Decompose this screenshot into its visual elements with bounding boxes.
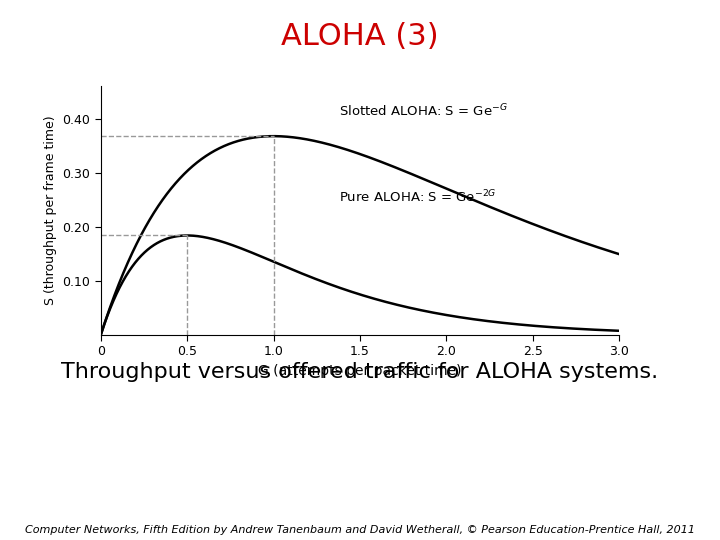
Text: Slotted ALOHA: S = Ge$^{-G}$: Slotted ALOHA: S = Ge$^{-G}$ xyxy=(339,103,508,119)
Text: Computer Networks, Fifth Edition by Andrew Tanenbaum and David Wetherall, © Pear: Computer Networks, Fifth Edition by Andr… xyxy=(25,524,695,535)
Text: ALOHA (3): ALOHA (3) xyxy=(282,22,438,51)
X-axis label: G (attempts per packet time): G (attempts per packet time) xyxy=(258,364,462,378)
Text: Throughput versus offered traffic for ALOHA systems.: Throughput versus offered traffic for AL… xyxy=(61,362,659,382)
Y-axis label: S (throughput per frame time): S (throughput per frame time) xyxy=(44,116,57,306)
Text: Pure ALOHA: S = Ge$^{-2G}$: Pure ALOHA: S = Ge$^{-2G}$ xyxy=(339,189,497,205)
